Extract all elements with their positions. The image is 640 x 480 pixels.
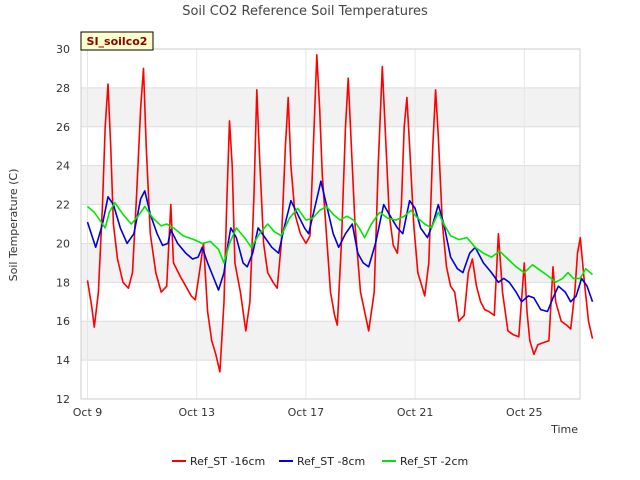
x-tick-label: Oct 25: [506, 406, 543, 419]
y-tick-label: 22: [56, 199, 70, 212]
chart-title: Soil CO2 Reference Soil Temperatures: [182, 4, 428, 19]
y-tick-label: 16: [56, 315, 70, 328]
x-tick-label: Oct 9: [73, 406, 103, 419]
y-tick-label: 28: [56, 82, 70, 95]
legend-label-3: Ref_ST -2cm: [400, 455, 468, 468]
y-tick-label: 14: [56, 354, 70, 367]
series-layer: [86, 54, 594, 373]
series-line-2: [86, 180, 594, 313]
band-24: [81, 126, 580, 166]
legend: Ref_ST -16cm Ref_ST -8cm Ref_ST -2cm: [172, 455, 468, 468]
y-tick-label: 12: [56, 393, 70, 406]
y-tick-label: 24: [56, 160, 70, 173]
x-tick-label: Oct 21: [397, 406, 434, 419]
site-badge-label: SI_soilco2: [87, 35, 148, 48]
x-tick-labels: Oct 9 Oct 13 Oct 17 Oct 21 Oct 25: [73, 406, 543, 419]
legend-label-1: Ref_ST -16cm: [190, 455, 265, 468]
band-26: [81, 87, 580, 127]
y-tick-labels: 12 14 16 18 20 22 24 26 28 30: [56, 43, 70, 406]
series-line-1: [86, 54, 594, 373]
plot-frame: [80, 48, 581, 400]
series-line-3: [86, 201, 594, 284]
y-axis-label: Soil Temperature (C): [7, 169, 20, 282]
y-tick-label: 30: [56, 43, 70, 56]
y-tick-label: 20: [56, 237, 70, 250]
x-axis-label: Time: [550, 423, 578, 436]
x-tick-label: Oct 17: [288, 406, 325, 419]
band-28: [81, 49, 580, 88]
y-tick-label: 26: [56, 121, 70, 134]
band-12: [81, 360, 580, 399]
x-tick-label: Oct 13: [178, 406, 215, 419]
band-22: [81, 165, 580, 205]
band-14: [81, 321, 580, 361]
site-badge: SI_soilco2: [80, 31, 154, 51]
y-tick-label: 18: [56, 276, 70, 289]
legend-label-2: Ref_ST -8cm: [297, 455, 365, 468]
band-18: [81, 243, 580, 283]
